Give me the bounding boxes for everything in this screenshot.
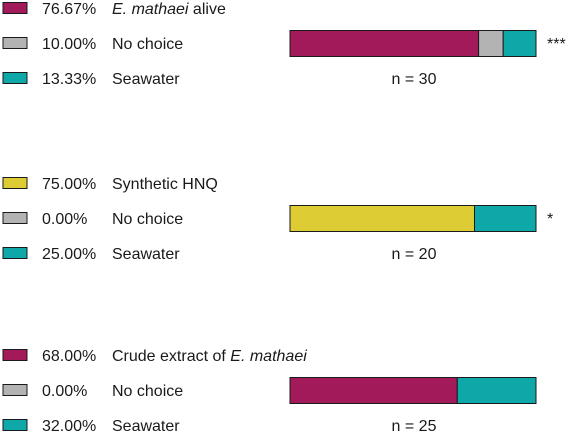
legend-swatch — [2, 2, 28, 14]
legend-swatch — [2, 177, 28, 189]
legend-row: 75.00% Synthetic HNQ — [2, 176, 218, 193]
legend-label-text: Crude extract of — [112, 348, 230, 365]
legend-swatch — [2, 212, 28, 224]
legend-percent: 0.00% — [42, 383, 87, 400]
legend-percent: 0.00% — [42, 211, 87, 228]
legend-swatch — [2, 349, 28, 361]
legend-swatch — [2, 247, 28, 259]
legend-swatch — [2, 384, 28, 396]
legend-label-text: No choice — [112, 211, 183, 228]
bar-segment — [502, 30, 537, 57]
legend-row: 10.00% No choice — [2, 36, 183, 53]
legend-row: 76.67% E. mathaei alive — [2, 1, 226, 18]
sample-size-label: n = 30 — [392, 71, 437, 88]
legend-label-species: E. mathaei — [112, 1, 189, 18]
legend-label: Seawater — [112, 418, 180, 435]
legend-label: Synthetic HNQ — [112, 176, 218, 193]
legend-label-text: No choice — [112, 383, 183, 400]
legend-row: 13.33% Seawater — [2, 71, 180, 88]
legend-label: No choice — [112, 36, 183, 53]
legend-label-text: Synthetic HNQ — [112, 176, 218, 193]
bar-segment — [289, 205, 475, 232]
bar-segment — [289, 377, 458, 404]
sample-size-label: n = 20 — [392, 246, 437, 263]
panel-1: 76.67% E. mathaei alive 10.00% No choice 13.… — [2, 1, 566, 88]
legend-row: 0.00% No choice — [2, 211, 183, 228]
legend-percent: 32.00% — [42, 418, 96, 435]
bar-segment — [474, 205, 537, 232]
legend-label: No choice — [112, 211, 183, 228]
legend-label-text: Seawater — [112, 246, 180, 263]
legend-row: 25.00% Seawater — [2, 246, 180, 263]
legend-row: 68.00% Crude extract of E. mathaei — [2, 348, 307, 365]
legend-row: 32.00% Seawater — [2, 418, 180, 435]
sample-size-label: n = 25 — [392, 418, 437, 435]
legend-percent: 68.00% — [42, 348, 96, 365]
significance-marker: *** — [547, 36, 566, 53]
legend-swatch — [2, 72, 28, 84]
legend-percent: 76.67% — [42, 1, 96, 18]
legend-percent: 10.00% — [42, 36, 96, 53]
legend-swatch — [2, 37, 28, 49]
legend-label: E. mathaei alive — [112, 1, 226, 18]
legend-label: No choice — [112, 383, 183, 400]
significance-marker: * — [547, 211, 553, 228]
legend-label-species: E. mathaei — [230, 348, 307, 365]
panel-2: 75.00% Synthetic HNQ 0.00% No choice 25.00% S… — [2, 176, 553, 263]
legend-label: Crude extract of E. mathaei — [112, 348, 307, 365]
legend-swatch — [2, 419, 28, 431]
legend-label: Seawater — [112, 246, 180, 263]
bar-segment — [289, 30, 480, 57]
legend-percent: 25.00% — [42, 246, 96, 263]
legend-label: Seawater — [112, 71, 180, 88]
bar-segment — [456, 377, 537, 404]
legend-label-text: Seawater — [112, 71, 180, 88]
legend-percent: 13.33% — [42, 71, 96, 88]
bar-segment — [478, 30, 504, 57]
legend-label-text: Seawater — [112, 418, 180, 435]
legend-label-text: alive — [188, 1, 225, 18]
legend-label-text: No choice — [112, 36, 183, 53]
legend-row: 0.00% No choice — [2, 383, 183, 400]
legend-percent: 75.00% — [42, 176, 96, 193]
panel-3: 68.00% Crude extract of E. mathaei 0.00% No… — [2, 348, 537, 435]
